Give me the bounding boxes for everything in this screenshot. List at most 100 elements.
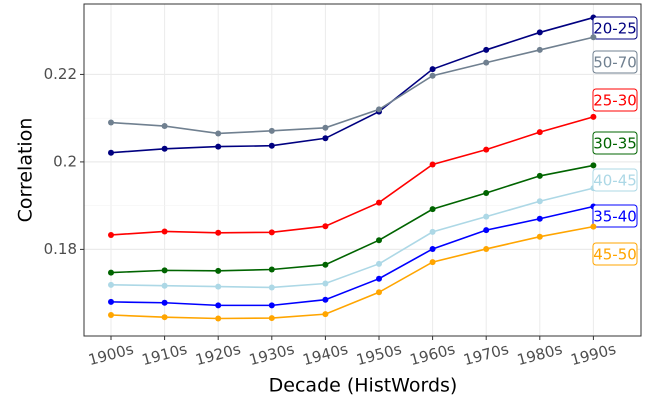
data-point <box>161 267 168 274</box>
data-point <box>268 127 275 134</box>
data-point <box>215 143 222 150</box>
data-point <box>536 46 543 53</box>
data-point <box>161 299 168 306</box>
label-box <box>592 168 638 192</box>
data-point <box>268 315 275 322</box>
data-point <box>483 213 490 220</box>
data-point <box>376 289 382 296</box>
series-line <box>110 16 594 154</box>
data-point <box>536 172 543 179</box>
label-text: 25-30 <box>593 92 637 110</box>
x-tick-label: 1960s <box>408 340 457 369</box>
data-point <box>322 280 329 287</box>
data-point <box>108 119 114 126</box>
y-axis-title: Correlation <box>15 118 37 223</box>
series-line <box>110 36 594 135</box>
data-point <box>108 231 114 238</box>
series-line <box>110 205 594 307</box>
data-point <box>376 199 382 206</box>
data-point <box>161 314 168 321</box>
data-point <box>322 135 329 142</box>
x-tick-label: 1930s <box>247 340 296 369</box>
y-tick-label: 0.18 <box>44 240 77 258</box>
data-point <box>536 198 543 205</box>
data-point <box>322 261 329 268</box>
series-line <box>110 116 594 236</box>
data-point <box>108 298 114 305</box>
data-point <box>215 130 222 137</box>
series-label: 45-50 <box>592 242 638 266</box>
x-tick-label: 1950s <box>354 340 403 369</box>
label-box <box>592 242 638 266</box>
data-point <box>429 66 436 73</box>
grid <box>84 4 641 336</box>
series-label: 30-35 <box>592 131 638 155</box>
series-line <box>110 164 594 274</box>
x-tick-label: 1940s <box>301 340 350 369</box>
data-point <box>268 142 275 149</box>
label-text: 45-50 <box>593 246 637 264</box>
x-tick-label: 1920s <box>194 340 243 369</box>
data-point <box>108 312 114 319</box>
data-point <box>322 296 329 303</box>
data-point <box>376 237 382 244</box>
series-label: 50-70 <box>592 50 638 74</box>
data-point <box>429 72 436 79</box>
x-tick-label: 1970s <box>462 340 511 369</box>
label-box <box>592 50 638 74</box>
data-point <box>429 206 436 213</box>
data-point <box>483 46 490 53</box>
data-point <box>590 34 597 41</box>
data-point <box>161 282 168 289</box>
data-point <box>215 302 222 309</box>
y-tick-label: 0.22 <box>44 65 77 83</box>
series-label: 25-30 <box>592 88 638 112</box>
data-point <box>429 245 436 252</box>
data-point <box>268 302 275 309</box>
data-point <box>376 106 382 113</box>
data-point <box>590 113 597 120</box>
label-text: 35-40 <box>593 208 637 226</box>
panel-border <box>83 3 642 337</box>
data-point <box>108 281 114 288</box>
data-point <box>108 149 114 156</box>
label-text: 30-35 <box>593 135 637 153</box>
data-point <box>483 59 490 66</box>
data-point <box>483 227 490 234</box>
label-text: 50-70 <box>593 54 637 72</box>
data-point <box>215 315 222 322</box>
data-point <box>268 229 275 236</box>
data-point <box>215 229 222 236</box>
series-line <box>110 225 594 320</box>
label-box <box>592 204 638 228</box>
data-point <box>590 223 597 230</box>
data-point <box>268 266 275 273</box>
label-text: 40-45 <box>593 172 637 190</box>
data-point <box>161 123 168 130</box>
data-point <box>376 275 382 282</box>
label-box <box>592 88 638 112</box>
label-text: 20-25 <box>593 20 637 38</box>
data-point <box>536 233 543 240</box>
data-point <box>536 29 543 36</box>
data-point <box>483 146 490 153</box>
data-point <box>268 284 275 291</box>
data-point <box>322 311 329 318</box>
data-point <box>215 267 222 274</box>
x-axis-title: Decade (HistWords) <box>269 375 458 397</box>
x-tick-label: 1910s <box>140 340 189 369</box>
series-label: 20-25 <box>592 16 638 40</box>
x-tick-label: 1990s <box>569 340 618 369</box>
x-tick-label: 1980s <box>515 340 564 369</box>
data-point <box>108 269 114 276</box>
label-box <box>592 16 638 40</box>
data-point <box>429 228 436 235</box>
series-label: 35-40 <box>592 204 638 228</box>
data-point <box>536 129 543 136</box>
data-point <box>429 259 436 266</box>
data-point <box>161 145 168 152</box>
series-label: 40-45 <box>592 168 638 192</box>
series-line <box>110 187 594 289</box>
data-point <box>429 161 436 168</box>
